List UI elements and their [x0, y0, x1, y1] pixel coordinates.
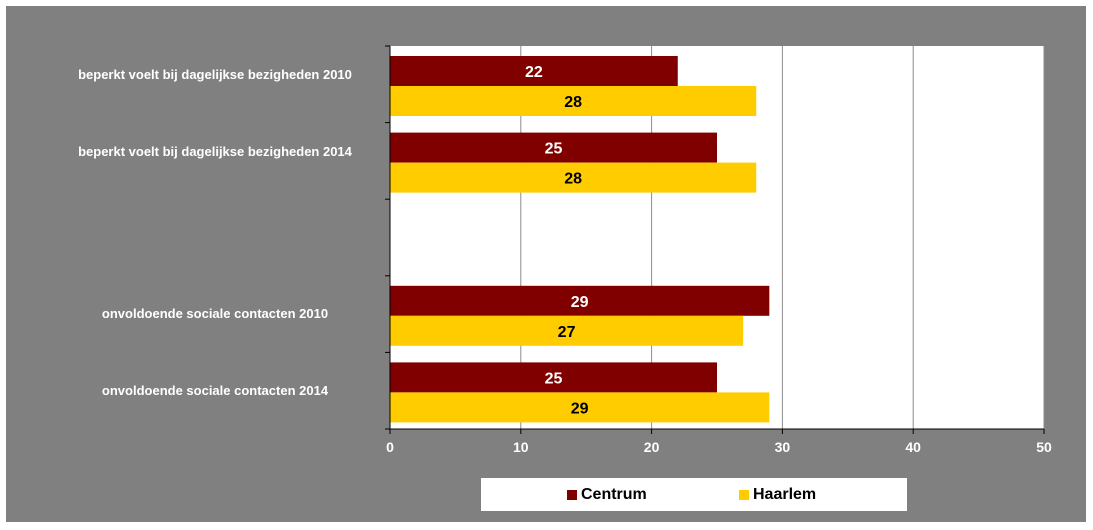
bar-haarlem	[390, 86, 757, 116]
data-label: 29	[571, 294, 589, 311]
legend-swatch-haarlem	[739, 490, 749, 500]
x-tick-label: 10	[513, 439, 529, 455]
data-label: 25	[545, 370, 563, 387]
data-label: 29	[571, 400, 589, 417]
category-label: onvoldoende sociale contacten 2010	[101, 306, 329, 322]
x-tick-label: 30	[774, 439, 791, 455]
bar-haarlem	[390, 315, 744, 346]
category-label: onvoldoende sociale contacten 2014	[101, 382, 329, 398]
legend-label-centrum: Centrum	[581, 486, 647, 503]
bar-centrum	[390, 132, 717, 163]
x-tick-label: 0	[386, 439, 394, 455]
bar-centrum	[390, 56, 678, 86]
data-label: 28	[564, 171, 582, 188]
data-label: 22	[525, 64, 543, 81]
data-label: 27	[558, 324, 576, 341]
data-label: 25	[545, 141, 563, 158]
legend-label-haarlem: Haarlem	[753, 486, 817, 503]
bar-centrum	[390, 362, 717, 393]
legend-item-haarlem: Haarlem	[739, 486, 816, 504]
bar-centrum	[390, 285, 770, 316]
x-tick-label: 20	[643, 439, 660, 455]
data-label: 28	[564, 94, 582, 111]
legend: Centrum Haarlem	[481, 478, 907, 511]
bar-haarlem	[390, 392, 770, 423]
legend-swatch-centrum	[567, 490, 577, 500]
category-label: beperkt voelt bij dagelijkse bezigheden …	[78, 67, 352, 83]
legend-item-centrum: Centrum	[567, 486, 647, 504]
x-tick-label: 50	[1036, 439, 1052, 455]
x-tick-label: 40	[905, 439, 921, 455]
category-label: beperkt voelt bij dagelijkse bezigheden …	[78, 143, 352, 159]
bar-haarlem	[390, 162, 757, 193]
